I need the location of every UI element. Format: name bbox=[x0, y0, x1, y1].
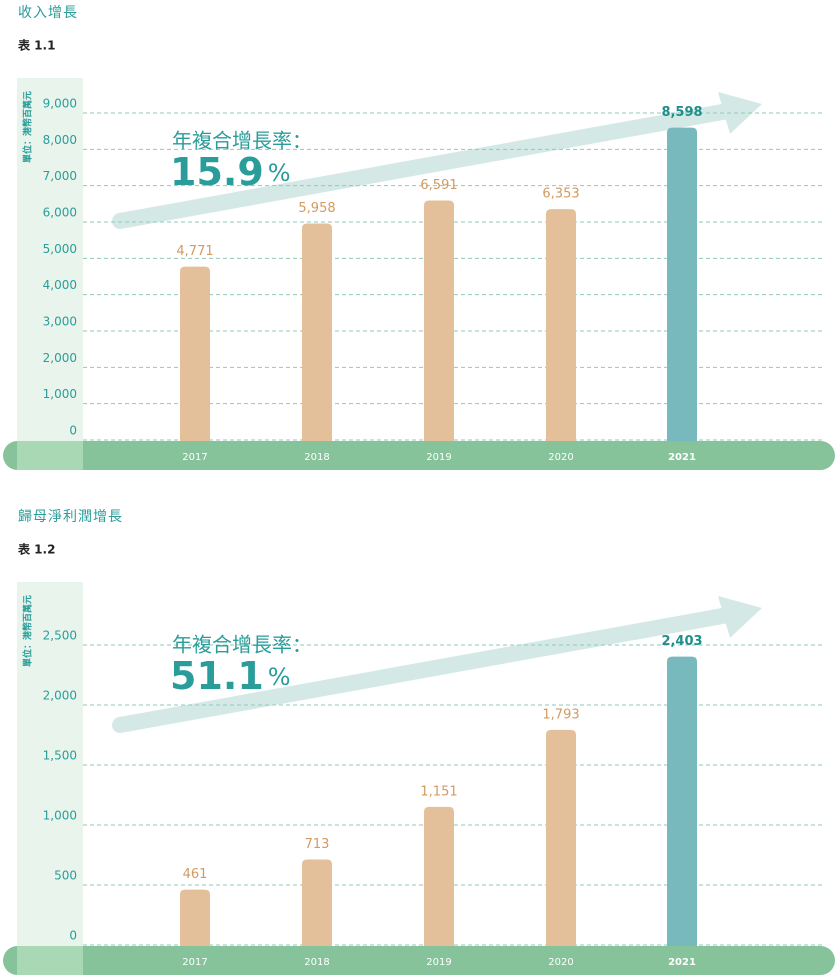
x-tick-label: 2021 bbox=[668, 452, 696, 463]
value-label: 713 bbox=[305, 837, 330, 852]
y-tick-label: 5,000 bbox=[43, 242, 77, 256]
y-tick-label: 9,000 bbox=[43, 97, 77, 111]
x-tick-label: 2017 bbox=[182, 452, 207, 463]
cagr-value: 15.9% bbox=[170, 150, 291, 194]
bar bbox=[180, 889, 210, 946]
trend-arrow-head bbox=[718, 596, 762, 638]
cagr-value: 51.1% bbox=[170, 654, 291, 698]
y-axis-label: 單位：港幣百萬元 bbox=[22, 91, 34, 163]
bar bbox=[302, 223, 332, 441]
y-tick-label: 500 bbox=[54, 869, 77, 883]
trend-arrow-head bbox=[718, 92, 762, 134]
bar bbox=[667, 656, 697, 946]
x-tick-label: 2020 bbox=[548, 957, 573, 968]
cagr-unit: % bbox=[268, 159, 291, 187]
y-tick-label: 1,500 bbox=[43, 749, 77, 763]
y-axis-label: 單位：港幣百萬元 bbox=[22, 595, 34, 667]
x-tick-label: 2018 bbox=[304, 452, 329, 463]
bar bbox=[546, 209, 576, 441]
category-band-left bbox=[17, 441, 83, 470]
y-tick-label: 2,000 bbox=[43, 351, 77, 365]
bar bbox=[180, 266, 210, 441]
cagr-label: 年複合增長率： bbox=[172, 129, 312, 153]
chart-subtitle: 表 1.2 bbox=[17, 542, 55, 557]
value-label: 1,151 bbox=[420, 784, 457, 799]
value-label: 5,958 bbox=[298, 201, 335, 216]
value-label: 6,353 bbox=[542, 187, 579, 202]
y-tick-label: 2,500 bbox=[43, 629, 77, 643]
trend-arrow bbox=[112, 103, 736, 229]
category-band-left bbox=[17, 946, 83, 975]
trend-arrow bbox=[112, 607, 736, 733]
cagr-unit: % bbox=[268, 663, 291, 691]
y-tick-label: 3,000 bbox=[43, 315, 77, 329]
y-tick-label: 1,000 bbox=[43, 809, 77, 823]
cagr-number: 51.1 bbox=[170, 654, 264, 698]
value-label: 1,793 bbox=[542, 707, 579, 722]
x-tick-label: 2017 bbox=[182, 957, 207, 968]
category-band bbox=[3, 441, 835, 470]
value-label: 461 bbox=[183, 867, 208, 882]
y-tick-label: 0 bbox=[69, 929, 77, 943]
x-tick-label: 2019 bbox=[426, 452, 451, 463]
category-band bbox=[3, 946, 835, 975]
bar bbox=[546, 729, 576, 946]
value-label: 8,598 bbox=[661, 105, 702, 120]
chart-title: 歸母淨利潤增長 bbox=[18, 508, 123, 525]
cagr-label: 年複合增長率： bbox=[172, 633, 312, 657]
x-tick-label: 2019 bbox=[426, 957, 451, 968]
y-tick-label: 0 bbox=[69, 424, 77, 438]
cagr-number: 15.9 bbox=[170, 150, 264, 194]
chart-title: 收入增長 bbox=[18, 5, 78, 21]
axis-panel bbox=[17, 78, 83, 448]
chart-subtitle: 表 1.1 bbox=[17, 38, 55, 53]
y-tick-label: 6,000 bbox=[43, 206, 77, 220]
x-tick-label: 2018 bbox=[304, 957, 329, 968]
axis-panel bbox=[17, 582, 83, 952]
y-tick-label: 1,000 bbox=[43, 387, 77, 401]
y-tick-label: 4,000 bbox=[43, 278, 77, 292]
bar bbox=[424, 200, 454, 441]
x-tick-label: 2021 bbox=[668, 957, 696, 968]
bar bbox=[667, 127, 697, 441]
y-tick-label: 8,000 bbox=[43, 133, 77, 147]
y-tick-label: 2,000 bbox=[43, 689, 77, 703]
bar bbox=[302, 859, 332, 946]
y-tick-label: 7,000 bbox=[43, 169, 77, 183]
value-label: 6,591 bbox=[420, 178, 457, 193]
value-label: 4,771 bbox=[176, 244, 213, 259]
value-label: 2,403 bbox=[661, 634, 702, 649]
x-tick-label: 2020 bbox=[548, 452, 573, 463]
bar bbox=[424, 806, 454, 946]
